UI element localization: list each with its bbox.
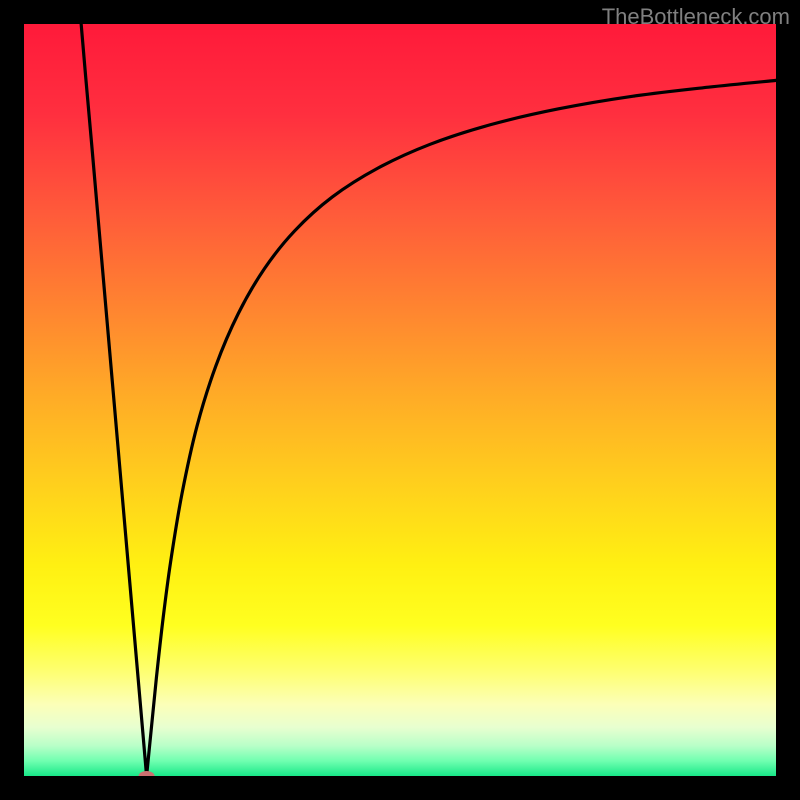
bottleneck-chart (0, 0, 800, 800)
watermark-text: TheBottleneck.com (602, 4, 790, 30)
chart-container: TheBottleneck.com (0, 0, 800, 800)
